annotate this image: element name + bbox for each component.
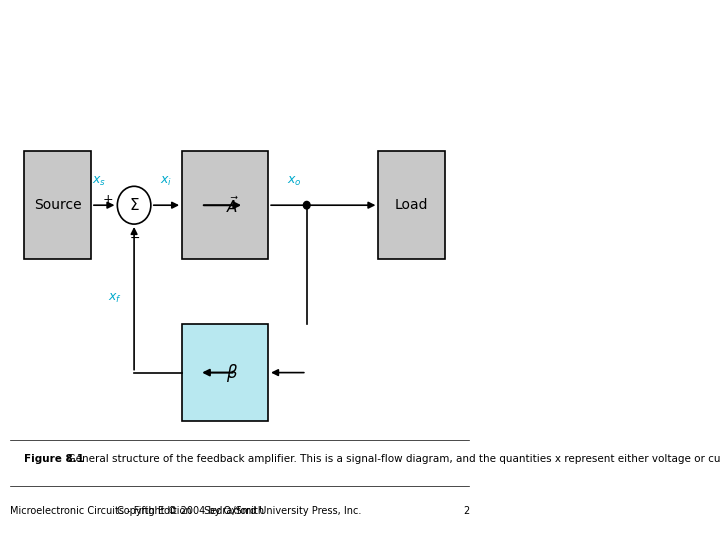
Text: Source: Source bbox=[34, 198, 81, 212]
Circle shape bbox=[303, 201, 310, 209]
Text: +: + bbox=[103, 193, 114, 206]
Text: $\vec{A}$: $\vec{A}$ bbox=[225, 195, 239, 215]
Text: $x_i$: $x_i$ bbox=[161, 175, 173, 188]
Text: $x_s$: $x_s$ bbox=[92, 175, 107, 188]
Text: $\Sigma$: $\Sigma$ bbox=[129, 197, 140, 213]
FancyBboxPatch shape bbox=[378, 151, 446, 259]
Text: 2: 2 bbox=[463, 505, 469, 516]
Text: Copyright © 2004 by Oxford University Press, Inc.: Copyright © 2004 by Oxford University Pr… bbox=[117, 505, 361, 516]
Text: Microelectronic Circuits - Fifth Edition    Sedra/Smith: Microelectronic Circuits - Fifth Edition… bbox=[9, 505, 264, 516]
Text: Figure 8.1: Figure 8.1 bbox=[24, 454, 84, 464]
FancyBboxPatch shape bbox=[182, 324, 268, 421]
Text: General structure of the feedback amplifier. This is a signal-flow diagram, and : General structure of the feedback amplif… bbox=[60, 454, 720, 464]
FancyBboxPatch shape bbox=[24, 151, 91, 259]
Text: $x_f$: $x_f$ bbox=[108, 292, 122, 305]
Text: $x_o$: $x_o$ bbox=[287, 175, 302, 188]
Text: $\beta$: $\beta$ bbox=[226, 362, 238, 383]
Text: $-$: $-$ bbox=[130, 231, 140, 244]
Circle shape bbox=[117, 186, 151, 224]
Text: Load: Load bbox=[395, 198, 428, 212]
FancyBboxPatch shape bbox=[182, 151, 268, 259]
